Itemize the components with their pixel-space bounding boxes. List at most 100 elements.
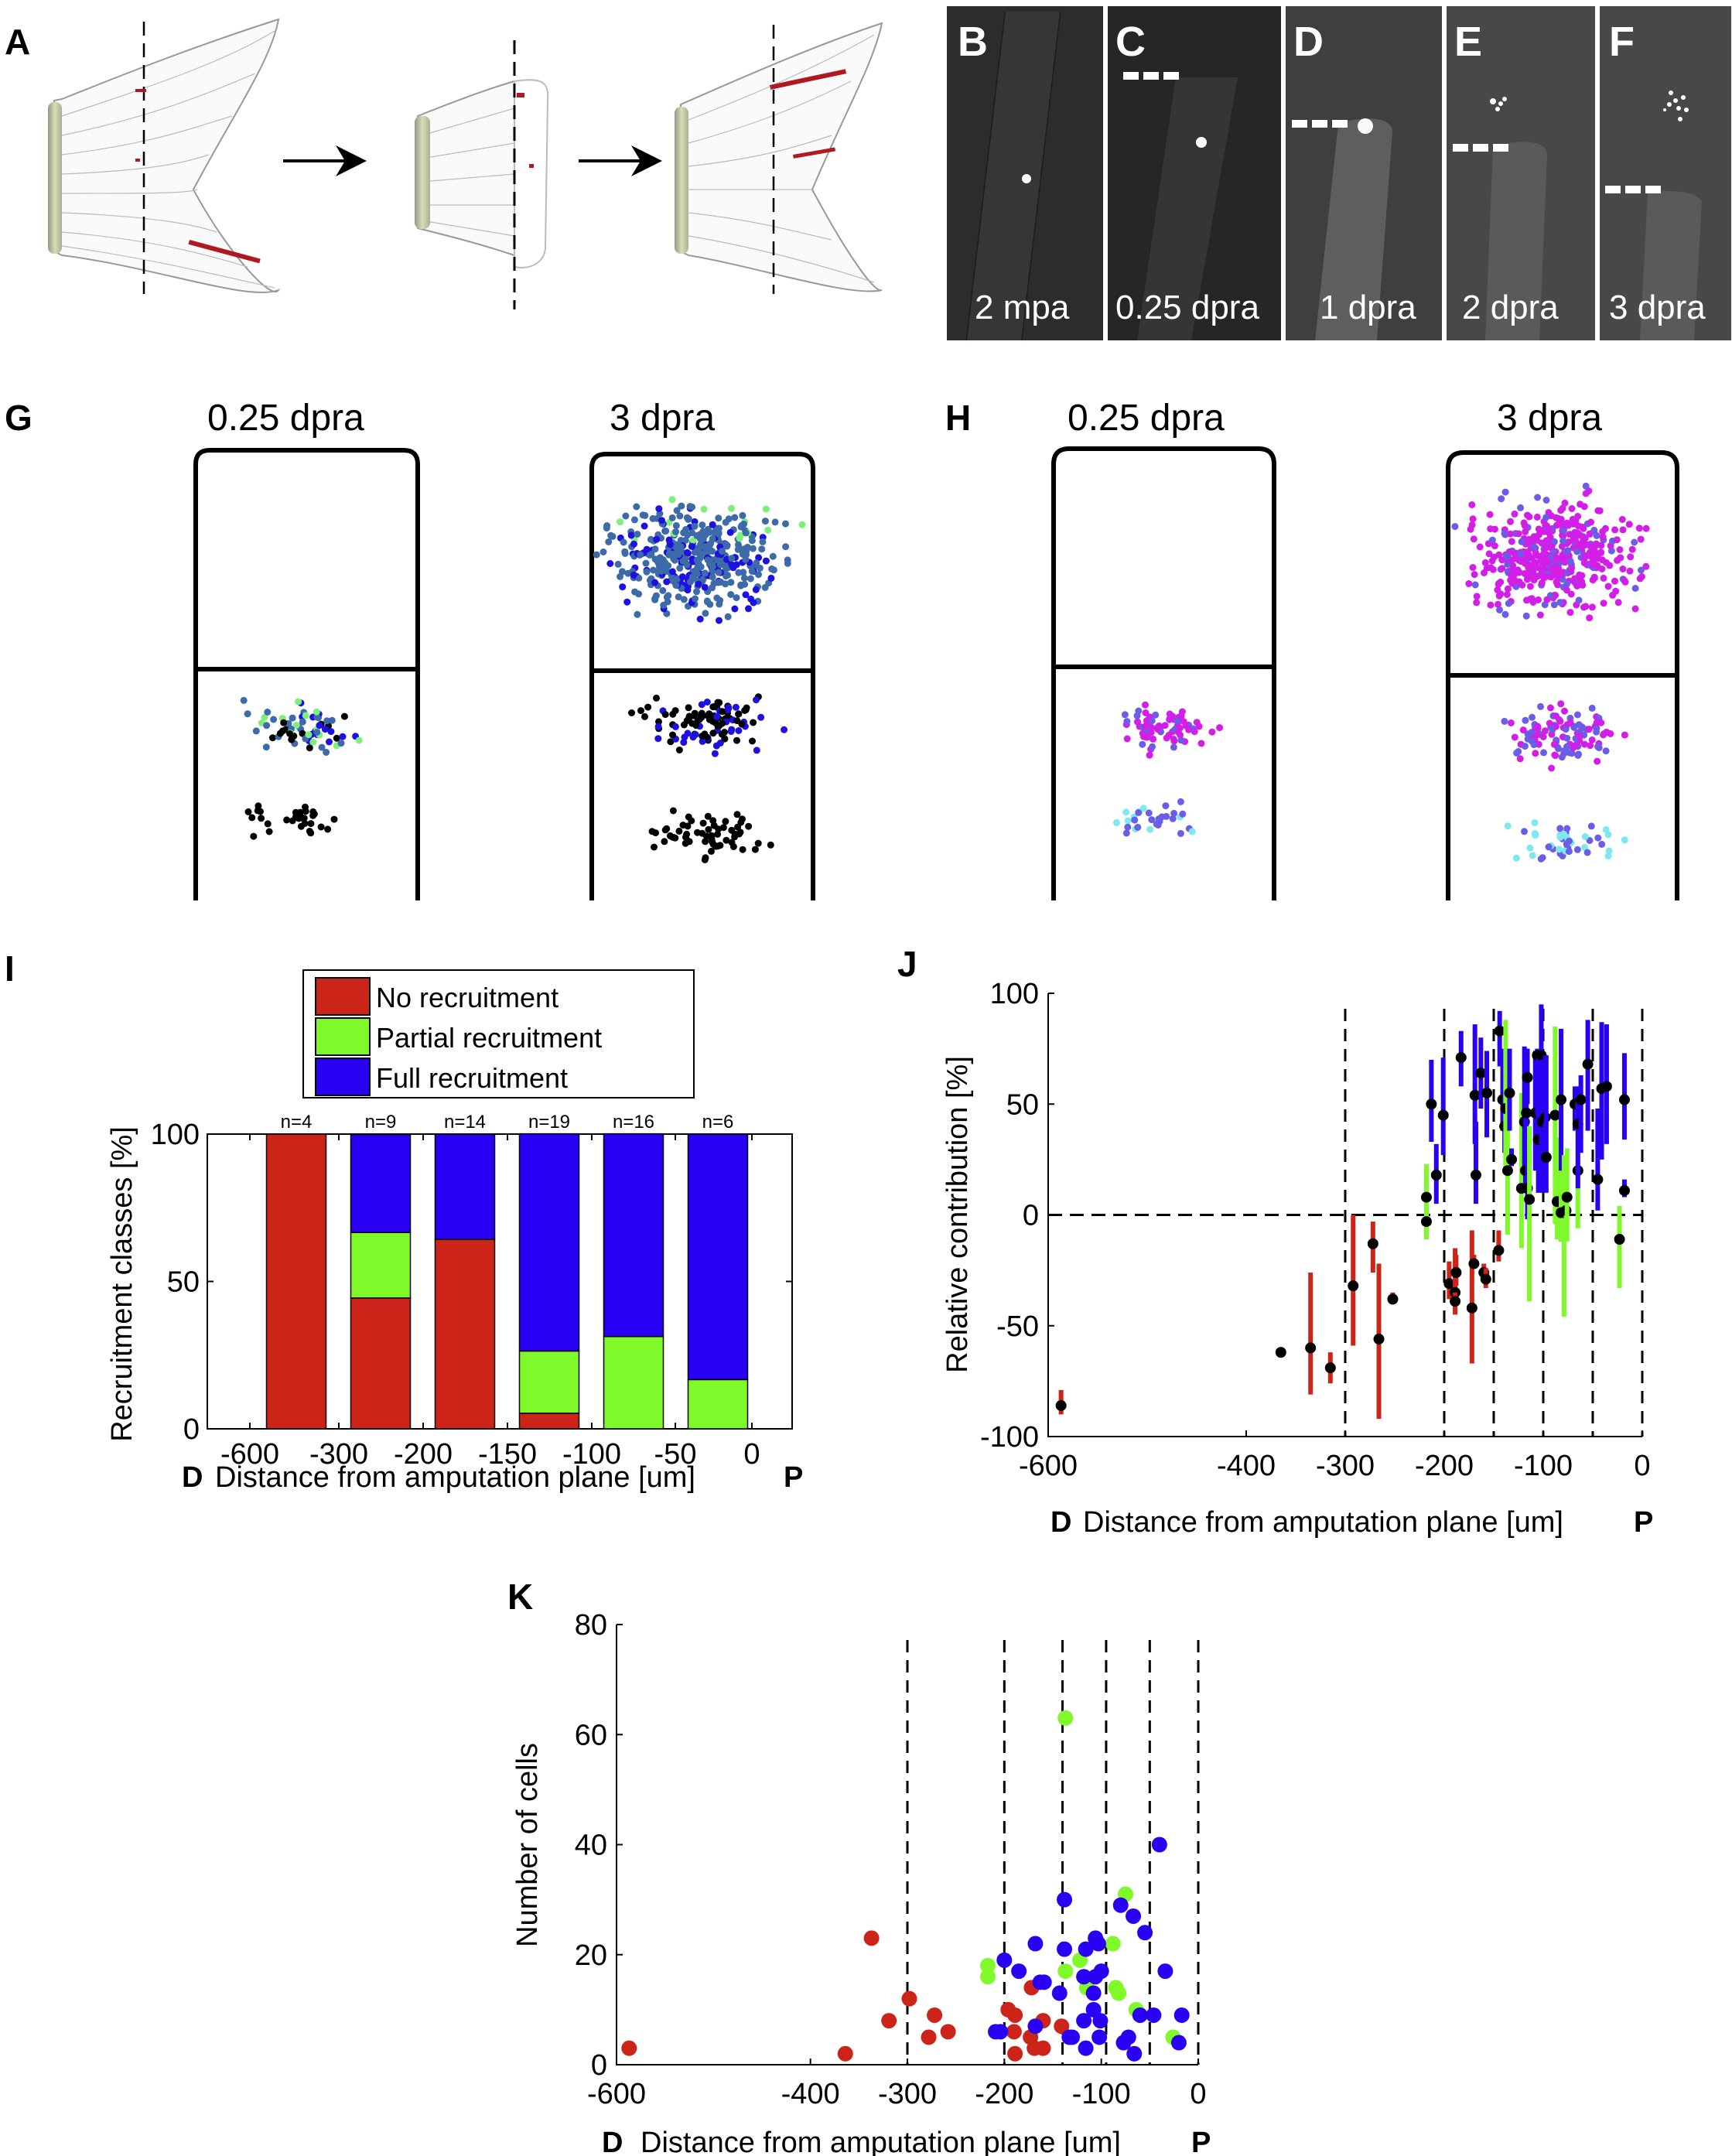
cell-dot (721, 729, 728, 736)
cell-dot (1504, 585, 1512, 593)
cell-dot (749, 545, 757, 552)
cell-dot (309, 738, 317, 746)
data-point (921, 2029, 937, 2045)
y-tick-label: 80 (575, 1609, 607, 1642)
n-label: n=14 (444, 1112, 486, 1133)
cell-dot (289, 714, 296, 722)
cell-dot (1550, 740, 1558, 748)
cell-dot (731, 605, 739, 613)
cell-dot (741, 580, 749, 588)
cell-dot (295, 698, 302, 706)
cell-dot (1513, 749, 1521, 757)
y-tick-label: 50 (1006, 1088, 1039, 1121)
cell-dot (641, 712, 648, 720)
cell-dot (623, 598, 631, 606)
cell-dot (1616, 554, 1624, 562)
ray-outline-left (193, 448, 420, 900)
cell-dot (330, 815, 338, 823)
x-axis-proximal: P (784, 1461, 803, 1494)
cell-dot (337, 740, 345, 747)
cell-dot (1465, 580, 1473, 587)
cell-dot (618, 568, 626, 576)
legend-swatch-no (315, 977, 371, 1016)
data-point (1027, 2018, 1044, 2035)
cell-dot (1585, 726, 1593, 733)
panel-label-e: E (1454, 19, 1482, 65)
cell-dot (740, 574, 748, 582)
x-axis-proximal: P (1634, 1506, 1653, 1539)
bar-segment (434, 1133, 496, 1240)
cell-dot (1600, 574, 1607, 582)
cell-dot (719, 548, 726, 555)
legend: No recruitment Partial recruitment Full … (302, 969, 695, 1099)
cell-dot (741, 706, 749, 714)
data-point (1504, 1087, 1515, 1099)
cell-dot (1530, 741, 1538, 749)
cell-dot (1519, 555, 1527, 563)
cell-dot (1568, 750, 1576, 757)
cell-dot (1562, 726, 1570, 733)
cell-dot (1150, 735, 1157, 743)
cell-dot (1573, 548, 1581, 555)
cell-dot (1558, 753, 1566, 761)
cell-dot (333, 734, 340, 742)
cell-dot (1546, 719, 1553, 727)
cell-dot (761, 518, 769, 525)
y-tick-label: 40 (575, 1830, 607, 1862)
data-point (1076, 1969, 1092, 1985)
data-point (1324, 1362, 1336, 1374)
cell-dot (1543, 596, 1551, 603)
cell-dot (339, 733, 347, 740)
cell-dot (1498, 556, 1506, 564)
cell-dot (1536, 531, 1542, 538)
cell-dot (732, 703, 740, 711)
cell-dot (1496, 606, 1503, 613)
cell-dot (1587, 518, 1595, 526)
cell-dot (709, 838, 716, 846)
data-point (1305, 1342, 1317, 1354)
cell-dot (1170, 737, 1178, 745)
cell-positions-h (1113, 482, 1650, 863)
data-point (863, 1930, 880, 1946)
cell-dot (1162, 802, 1170, 810)
cell-dot (717, 561, 724, 569)
cell-dot (767, 574, 775, 582)
cell-dot (1616, 546, 1624, 553)
cell-dot (680, 596, 688, 603)
cell-dot (607, 531, 615, 539)
cell-dot (1216, 724, 1224, 732)
cell-dot (1134, 823, 1142, 831)
data-point (1091, 2029, 1108, 2045)
data-point (996, 1952, 1013, 1968)
caption-e: 2 dpra (1462, 289, 1559, 326)
cell-dot (1529, 852, 1536, 859)
cell-dot (318, 743, 326, 751)
cell-dot (1468, 501, 1476, 508)
panel-c: C 0.25 dpra (1108, 6, 1281, 340)
cell-dot (630, 516, 638, 524)
cell-dot (715, 569, 723, 576)
cell-dot (1530, 543, 1538, 551)
panel-h-title-left: 0.25 dpra (1068, 398, 1225, 439)
cell-dot (1611, 526, 1619, 534)
cell-dot (693, 588, 700, 596)
cell-dot (719, 824, 727, 832)
cell-dot (1604, 583, 1612, 590)
cell-dot (1154, 726, 1161, 733)
cell-dot (711, 702, 719, 710)
panel-g-title-right: 3 dpra (610, 398, 715, 439)
panel-g-title-left: 0.25 dpra (207, 398, 364, 439)
cell-dot (1560, 526, 1568, 534)
cell-dot (1556, 520, 1563, 528)
cell-dot (644, 703, 652, 711)
cell-dot (1592, 542, 1600, 549)
data-point (1521, 1107, 1532, 1119)
caption-b: 2 mpa (975, 289, 1070, 326)
cell-dot (1535, 525, 1542, 533)
cell-dot (1497, 579, 1505, 586)
cell-dot (1599, 528, 1607, 535)
cell-dot (680, 739, 688, 747)
cell-dot (633, 503, 641, 511)
cell-dot (617, 518, 624, 526)
cell-dot (1574, 522, 1582, 530)
